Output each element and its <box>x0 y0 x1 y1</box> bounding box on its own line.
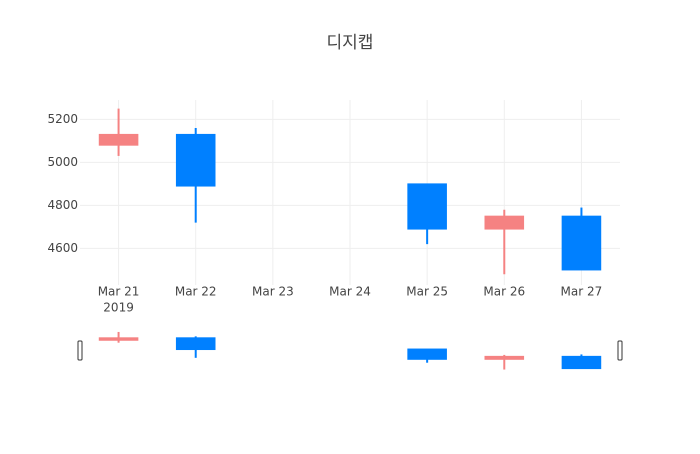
slider-candle-body <box>175 337 216 351</box>
candle-body <box>407 183 447 230</box>
y-tick-label: 5000 <box>47 155 78 169</box>
x-tick-label: Mar 21 <box>98 285 140 299</box>
slider-candle-body <box>407 348 447 360</box>
chart-title: 디지캡 <box>327 33 374 53</box>
candle-body <box>98 133 139 146</box>
slider-candle-body <box>484 355 525 360</box>
candle-body <box>484 215 525 230</box>
x-tick-label: Mar 27 <box>561 285 603 299</box>
y-tick-label: 4800 <box>47 198 78 212</box>
y-tick-label: 4600 <box>47 241 78 255</box>
candle-body <box>561 215 602 271</box>
slider-handle[interactable] <box>77 340 83 361</box>
x-tick-label: Mar 22 <box>175 285 217 299</box>
x-year-label: 2019 <box>103 301 134 315</box>
y-tick-label: 5200 <box>47 112 78 126</box>
x-tick-label: Mar 24 <box>329 285 371 299</box>
x-tick-label: Mar 25 <box>406 285 448 299</box>
slider-candle-body <box>561 355 602 370</box>
x-tick-label: Mar 23 <box>252 285 294 299</box>
slider-handle[interactable] <box>617 340 623 361</box>
slider-candle-body <box>98 337 139 341</box>
candle-body <box>175 133 216 187</box>
x-tick-label: Mar 26 <box>483 285 525 299</box>
